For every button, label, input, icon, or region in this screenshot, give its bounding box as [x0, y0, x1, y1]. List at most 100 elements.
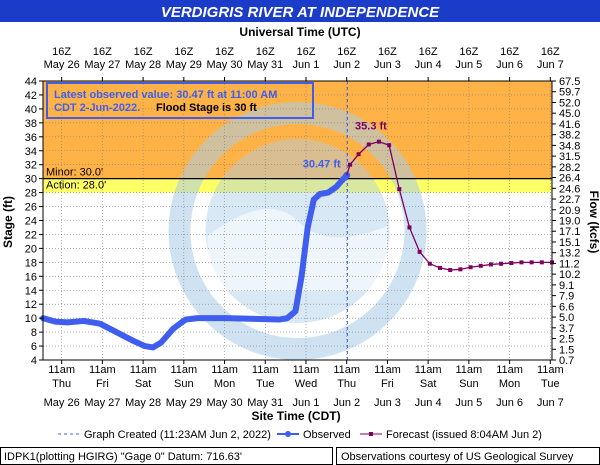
flow-tick-label: 19.0	[559, 216, 580, 228]
flow-tick-label: 41.6	[559, 119, 580, 131]
utc-tick-hour: 16Z	[378, 46, 397, 58]
logo-ring	[168, 101, 427, 360]
cdt-tick-day: Fri	[96, 378, 109, 390]
cdt-tick-time: 11am	[537, 364, 564, 376]
forecast-point	[397, 187, 402, 192]
flow-tick-label: 59.7	[559, 87, 580, 99]
utc-tick-date: May 27	[84, 59, 120, 71]
stage-tick-label: 22	[25, 229, 37, 241]
utc-tick-date: May 30	[207, 59, 243, 71]
cdt-axis: 11am Thu May 26 11am Fri May 27 11am Sat May 28 1…	[44, 360, 564, 409]
utc-tick-date: Jun 2	[333, 59, 360, 71]
utc-tick-hour: 16Z	[134, 46, 153, 58]
logo-wave	[207, 208, 388, 291]
utc-tick-date: Jun 7	[537, 59, 564, 71]
flow-tick-label: 15.1	[559, 237, 580, 249]
forecast-point	[529, 260, 534, 265]
cdt-tick-day: Sat	[420, 378, 437, 390]
cdt-tick-day: Mon	[214, 378, 235, 390]
footer: IDPK1(plotting HGIRG) "Gage 0" Datum: 71…	[0, 447, 600, 465]
cdt-tick-time: 11am	[89, 364, 116, 376]
utc-tick-hour: 16Z	[541, 46, 560, 58]
flow-tick-label: 9.1	[559, 280, 574, 292]
observed-value-annotation: 30.47 ft	[303, 158, 341, 170]
above-flood-band	[43, 81, 552, 179]
stage-tick-label: 26	[25, 202, 37, 214]
utc-tick-hour: 16Z	[419, 46, 438, 58]
cdt-tick-time: 11am	[333, 364, 360, 376]
minor-stage-label: Minor: 30.0'	[46, 167, 103, 179]
legend-forecast: Forecast (issued 8:04AM Jun 2)	[386, 429, 542, 441]
flow-tick-label: 11.2	[559, 258, 580, 270]
utc-tick-hour: 16Z	[256, 46, 275, 58]
stage-tick-label: 36	[25, 132, 37, 144]
stage-tick-label: 32	[25, 160, 37, 172]
cdt-tick-day: Sat	[135, 378, 152, 390]
info-box-line2: CDT 2-Jun-2022.	[54, 102, 140, 114]
utc-tick-hour: 16Z	[93, 46, 112, 58]
forecast-peak-annotation: 35.3 ft	[355, 121, 387, 133]
forecast-point	[438, 265, 443, 270]
cdt-tick-day: Mon	[499, 378, 520, 390]
forecast-point	[348, 162, 353, 167]
stage-tick-label: 42	[25, 90, 37, 102]
forecast-point	[356, 152, 361, 157]
utc-tick-hour: 16Z	[215, 46, 234, 58]
stage-tick-label: 34	[25, 146, 37, 158]
forecast-point	[448, 268, 453, 273]
utc-tick-date: Jun 3	[374, 59, 401, 71]
flow-tick-label: 24.6	[559, 183, 580, 195]
stage-tick-label: 4	[31, 355, 37, 367]
forecast-point	[519, 260, 524, 265]
utc-tick-hour: 16Z	[500, 46, 519, 58]
flow-tick-label: 0.7	[559, 355, 574, 367]
chart-title: VERDIGRIS RIVER AT INDEPENDENCE	[161, 4, 440, 21]
legend: Graph Created (11:23AM Jun 2, 2022) Obse…	[58, 429, 542, 441]
flow-tick-label: 34.8	[559, 140, 580, 152]
stage-tick-label: 10	[25, 313, 37, 325]
flow-tick-label: 28.2	[559, 162, 580, 174]
cdt-tick-date: Jun 4	[415, 397, 442, 409]
cdt-tick-day: Wed	[295, 378, 317, 390]
forecast-point	[458, 267, 463, 272]
cdt-tick-date: Jun 2	[333, 397, 360, 409]
utc-tick-date: Jun 6	[496, 59, 523, 71]
cdt-tick-date: May 31	[247, 397, 283, 409]
cdt-tick-time: 11am	[130, 364, 157, 376]
action-stage-label: Action: 28.0'	[46, 180, 106, 192]
cdt-tick-time: 11am	[415, 364, 442, 376]
utc-tick-date: Jun 4	[415, 59, 442, 71]
stage-tick-label: 12	[25, 299, 37, 311]
cdt-tick-time: 11am	[48, 364, 75, 376]
cdt-tick-time: 11am	[496, 364, 523, 376]
cdt-tick-time: 11am	[252, 364, 279, 376]
flow-tick-label: 7.9	[559, 291, 574, 303]
cdt-tick-day: Sun	[174, 378, 194, 390]
observed-line	[40, 172, 350, 351]
utc-tick-hour: 16Z	[459, 46, 478, 58]
utc-tick-hour: 16Z	[174, 46, 193, 58]
footer-credit: Observations courtesy of US Geological S…	[341, 451, 574, 463]
stage-tick-label: 38	[25, 118, 37, 130]
action-band	[43, 178, 552, 193]
forecast-point	[387, 143, 392, 148]
noaa-logo-watermark	[168, 101, 427, 360]
cdt-tick-time: 11am	[170, 364, 197, 376]
flow-tick-label: 6.6	[559, 301, 574, 313]
legend-observed: Observed	[303, 429, 351, 441]
flow-tick-label: 5.0	[559, 312, 574, 324]
info-box-line3: Flood Stage is 30 ft	[156, 102, 257, 114]
cdt-tick-time: 11am	[293, 364, 320, 376]
legend-graph-created: Graph Created (11:23AM Jun 2, 2022)	[84, 429, 271, 441]
cdt-tick-date: Jun 7	[537, 397, 564, 409]
cdt-tick-date: May 29	[166, 397, 202, 409]
forecast-point	[417, 249, 422, 254]
forecast-point	[427, 261, 432, 266]
utc-tick-date: May 31	[247, 59, 283, 71]
stage-tick-label: 16	[25, 271, 37, 283]
cdt-tick-day: Tue	[541, 378, 560, 390]
forecast-point	[478, 263, 483, 268]
stage-tick-label: 14	[25, 285, 37, 297]
